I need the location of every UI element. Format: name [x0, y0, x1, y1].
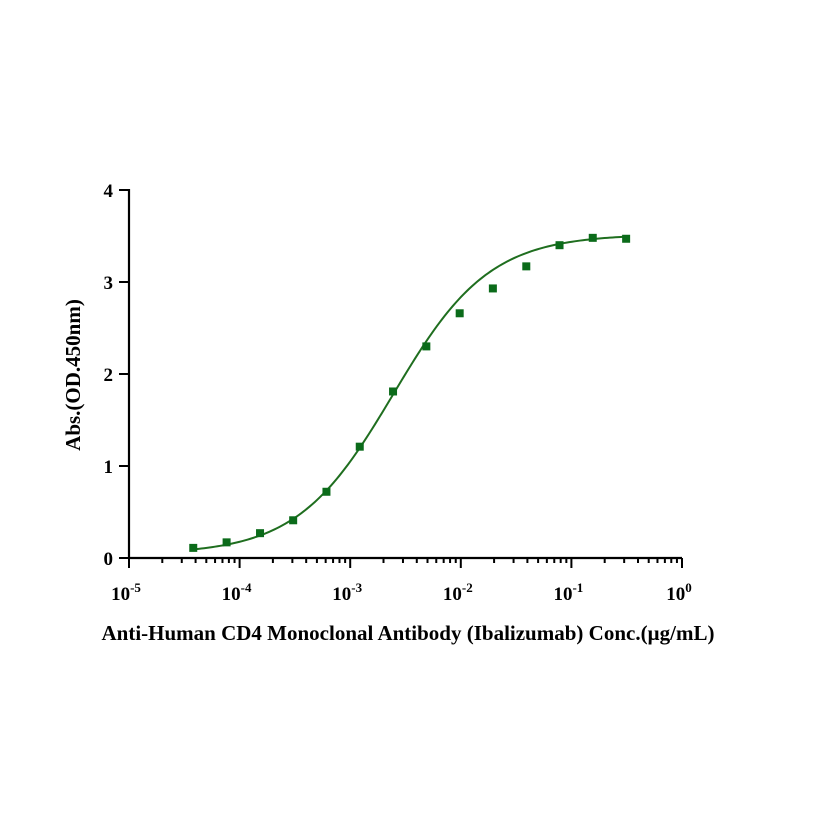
y-tick-label: 0	[104, 549, 114, 570]
x-tick-label: 10-4	[222, 580, 252, 605]
x-tick-label: 10-1	[553, 580, 583, 605]
x-tick-label: 10-2	[443, 580, 473, 605]
data-point	[622, 234, 631, 243]
data-point	[522, 262, 531, 271]
data-point	[455, 309, 464, 318]
data-point	[322, 487, 331, 496]
x-tick-label: 10-3	[332, 580, 362, 605]
data-point	[256, 529, 265, 538]
y-tick-label: 2	[104, 365, 114, 386]
x-tick-label: 10-5	[111, 580, 141, 605]
data-point	[289, 516, 298, 525]
data-point	[222, 538, 231, 547]
y-tick-label: 1	[104, 457, 114, 478]
data-points	[189, 233, 631, 552]
data-point	[555, 241, 564, 250]
data-point	[488, 284, 497, 293]
x-tick-label: 100	[666, 580, 692, 605]
fit-curve-layer	[193, 235, 627, 551]
y-tick-label: 3	[104, 273, 114, 294]
data-point	[389, 387, 398, 396]
fit-curve	[193, 235, 627, 551]
data-point	[588, 233, 597, 242]
data-point	[189, 543, 198, 552]
x-axis-title: Anti-Human CD4 Monoclonal Antibody (Ibal…	[102, 621, 715, 645]
data-point	[355, 442, 364, 451]
axes: 0 1 2 3 4 10-5 10-4 10-3 10-2 10-1 100	[104, 181, 692, 605]
data-point	[422, 342, 431, 351]
y-tick-label: 4	[104, 181, 114, 202]
y-axis-title: Abs.(OD.450nm)	[61, 299, 85, 451]
